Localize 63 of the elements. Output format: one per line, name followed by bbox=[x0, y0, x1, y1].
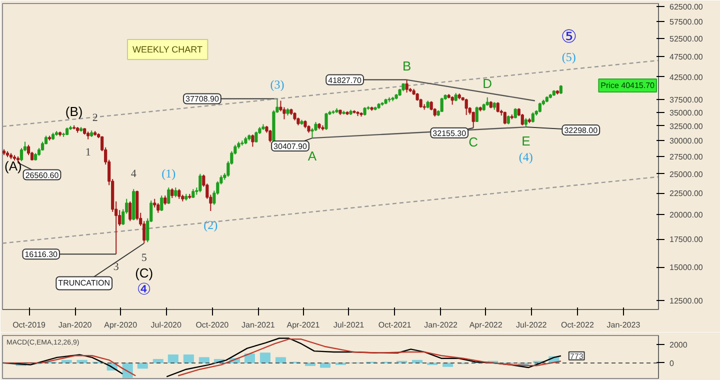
y-tick-label: 22500.00 bbox=[670, 189, 704, 198]
x-tick-label: Jan-2022 bbox=[424, 320, 458, 330]
y-tick-label: 52500.00 bbox=[670, 34, 704, 44]
annotation: A bbox=[308, 148, 317, 164]
annotation: (3) bbox=[270, 78, 284, 92]
y-tick-label: 47500.00 bbox=[670, 52, 704, 62]
annotation: 3 bbox=[113, 261, 120, 274]
y-tick-label: 27500.00 bbox=[670, 152, 704, 162]
annotation: 41827.70 bbox=[328, 76, 362, 85]
annotation: ⑤ bbox=[560, 26, 577, 48]
x-tick-label: Oct-2020 bbox=[196, 320, 230, 330]
annotation: (4) bbox=[518, 150, 533, 164]
annotation: 5 bbox=[141, 252, 148, 264]
annotation: 773 bbox=[570, 352, 584, 361]
annotation: E bbox=[522, 134, 531, 149]
annotation: 16116.30 bbox=[24, 250, 58, 260]
y-tick-label: 2000 bbox=[670, 340, 688, 350]
y-tick-label: 57500.00 bbox=[670, 18, 704, 27]
x-tick-label: Oct-2022 bbox=[560, 320, 594, 330]
y-tick-label: 35000.00 bbox=[670, 108, 704, 118]
annotation: 2 bbox=[92, 112, 98, 124]
y-tick-label: 12500.00 bbox=[670, 296, 704, 306]
x-tick-label: Jul-2022 bbox=[516, 320, 548, 330]
annotation: B bbox=[402, 58, 412, 74]
x-tick-label: Apr-2021 bbox=[286, 320, 320, 330]
annotation: 32155.30 bbox=[432, 128, 467, 138]
annotation: 4 bbox=[130, 168, 137, 180]
annotation: D bbox=[482, 76, 492, 91]
annotation: WEEKLY CHART bbox=[132, 44, 204, 54]
x-tick-label: Jan-2021 bbox=[242, 320, 276, 330]
x-tick-label: Oct-2021 bbox=[378, 320, 412, 330]
annotation: 30407.90 bbox=[274, 142, 308, 152]
annotation: Price 40415.70 bbox=[600, 81, 656, 90]
x-tick-label: Oct-2019 bbox=[12, 320, 46, 330]
x-tick-label: Apr-2020 bbox=[104, 320, 138, 330]
annotation: (1) bbox=[162, 166, 176, 180]
y-tick-label: 25000.00 bbox=[670, 170, 704, 179]
annotation: (B) bbox=[65, 104, 83, 119]
y-tick-label: 37500.00 bbox=[670, 96, 704, 105]
x-tick-label: Jul-2021 bbox=[333, 320, 365, 330]
y-tick-label: 0 bbox=[670, 358, 674, 368]
annotation: 32298.00 bbox=[564, 126, 598, 136]
y-tick-label: 42500.00 bbox=[670, 72, 704, 82]
y-tick-label: 15000.00 bbox=[670, 263, 704, 272]
annotation: 37708.90 bbox=[186, 94, 220, 104]
x-tick-label: Apr-2022 bbox=[469, 320, 503, 330]
y-tick-label: 30000.00 bbox=[670, 136, 704, 146]
x-tick-label: Jan-2023 bbox=[606, 320, 641, 330]
annotation: ④ bbox=[136, 280, 152, 299]
annotation: 1 bbox=[85, 146, 91, 158]
annotation: (2) bbox=[204, 218, 218, 232]
x-tick-label: Jul-2020 bbox=[150, 320, 182, 330]
annotation: (A) bbox=[4, 158, 22, 174]
annotation: (5) bbox=[562, 50, 576, 64]
x-tick-label: Jan-2020 bbox=[58, 320, 92, 330]
y-tick-label: 17500.00 bbox=[670, 235, 704, 244]
annotation: 26560.60 bbox=[25, 170, 60, 180]
annotation: TRUNCATION bbox=[58, 278, 110, 288]
y-tick-label: 32500.00 bbox=[670, 122, 704, 131]
annotation: C bbox=[468, 134, 478, 150]
y-tick-label: 20000.00 bbox=[670, 210, 704, 220]
annotation: (C) bbox=[135, 266, 154, 281]
y-tick-label: 62500.00 bbox=[670, 2, 704, 12]
